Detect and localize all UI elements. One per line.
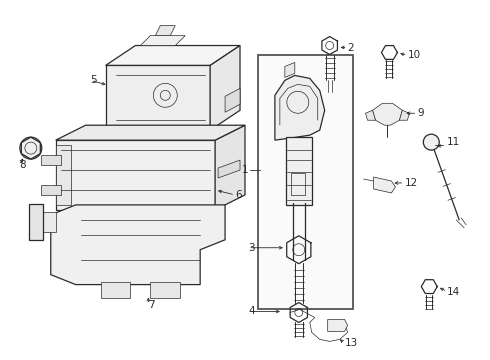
Polygon shape [328,319,347,332]
Polygon shape [105,66,210,130]
Bar [291,173,305,195]
Text: 3: 3 [248,243,255,253]
Circle shape [20,137,42,159]
Text: 8: 8 [19,160,25,170]
Polygon shape [56,145,71,205]
Polygon shape [33,212,56,232]
Text: 6: 6 [235,190,242,200]
Text: 2: 2 [347,42,354,53]
Circle shape [423,134,439,150]
Polygon shape [218,160,240,178]
Polygon shape [366,110,375,120]
Polygon shape [225,88,240,112]
Polygon shape [141,36,185,45]
Polygon shape [105,45,240,66]
Polygon shape [215,125,245,210]
Text: 14: 14 [447,287,461,297]
Polygon shape [124,126,136,132]
Polygon shape [29,204,43,240]
Polygon shape [210,45,240,130]
Text: 10: 10 [407,50,420,60]
Polygon shape [275,75,325,140]
Polygon shape [373,177,395,193]
Polygon shape [285,62,295,77]
Text: 9: 9 [417,108,424,118]
Bar [258,55,353,310]
Text: 7: 7 [148,300,155,310]
Polygon shape [56,140,215,210]
Polygon shape [189,126,201,132]
Polygon shape [41,185,61,195]
Text: 11: 11 [447,137,461,147]
Polygon shape [100,282,130,298]
Polygon shape [41,155,61,165]
Text: 5: 5 [91,75,97,85]
Text: 12: 12 [404,178,417,188]
Text: 4: 4 [248,306,255,316]
Text: 1: 1 [242,165,248,175]
Polygon shape [399,110,409,120]
Polygon shape [372,103,402,125]
Polygon shape [56,125,245,140]
Bar [286,137,312,205]
Polygon shape [150,282,180,298]
Text: 13: 13 [344,338,358,348]
Polygon shape [51,205,225,285]
Polygon shape [155,26,175,36]
